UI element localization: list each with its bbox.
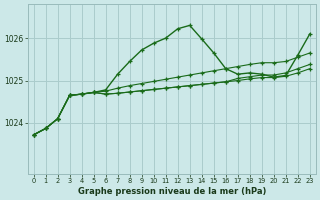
X-axis label: Graphe pression niveau de la mer (hPa): Graphe pression niveau de la mer (hPa) bbox=[77, 187, 266, 196]
